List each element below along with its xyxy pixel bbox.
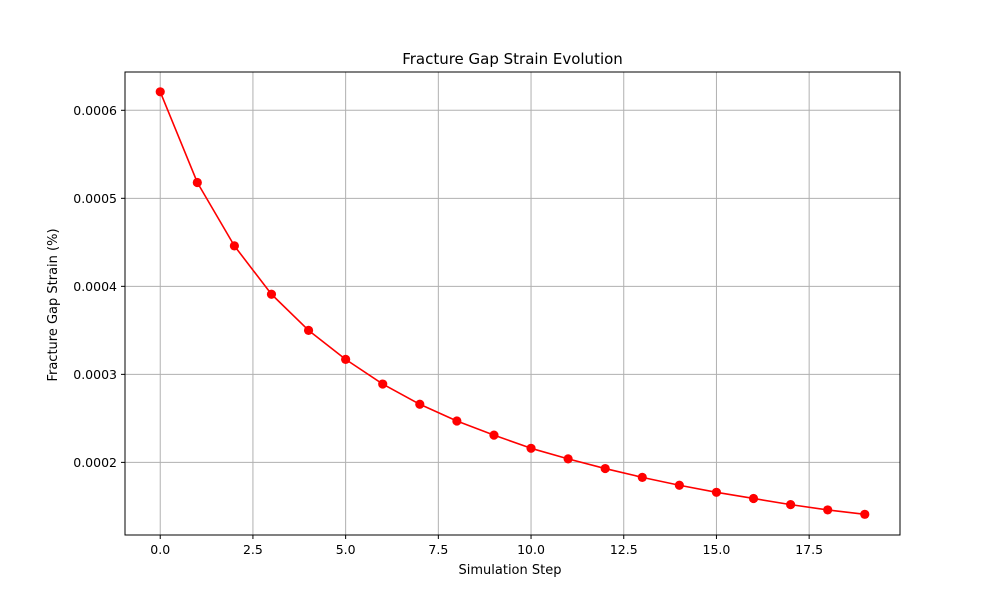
data-point-marker — [378, 379, 388, 389]
data-point-marker — [823, 505, 833, 515]
data-point-marker — [526, 443, 536, 453]
data-point-marker — [748, 493, 759, 504]
data-point-marker — [711, 487, 722, 497]
data-point-marker — [563, 454, 573, 464]
y-tick-label: 0.0003 — [73, 367, 117, 382]
x-tick-label: 15.0 — [703, 542, 731, 557]
y-tick-label: 0.0005 — [73, 191, 117, 206]
data-point-marker — [266, 289, 277, 299]
x-tick-label: 7.5 — [428, 542, 448, 557]
series-markers — [155, 87, 870, 519]
data-point-marker — [415, 399, 425, 409]
x-axis-ticks: 0.0 2.5 5.0 7.5 10.0 12.5 15.0 17.5 — [150, 535, 823, 557]
data-point-marker — [452, 416, 462, 426]
series-polyline — [159, 91, 865, 516]
x-tick-label: 5.0 — [336, 542, 356, 557]
data-point-marker — [155, 87, 165, 97]
grid — [125, 72, 900, 535]
data-point-marker — [341, 354, 351, 364]
data-point-marker — [860, 509, 870, 519]
data-point-marker — [229, 241, 239, 251]
data-point-marker — [489, 430, 499, 440]
series-line — [159, 91, 865, 516]
data-point-marker — [786, 500, 796, 510]
x-tick-label: 12.5 — [610, 542, 638, 557]
x-tick-label: 17.5 — [795, 542, 823, 557]
y-tick-label: 0.0002 — [73, 455, 117, 470]
x-tick-label: 10.0 — [517, 542, 545, 557]
plot-area — [125, 72, 900, 535]
y-tick-label: 0.0006 — [73, 103, 117, 118]
chart-title: Fracture Gap Strain Evolution — [402, 50, 623, 68]
data-point-marker — [637, 472, 647, 482]
x-tick-label: 0.0 — [150, 542, 170, 557]
plot-frame — [124, 71, 901, 536]
y-tick-label: 0.0004 — [73, 279, 117, 294]
y-axis-ticks: 0.0002 0.0003 0.0004 0.0005 0.0006 — [73, 103, 125, 470]
x-axis-label: Simulation Step — [459, 563, 562, 578]
y-axis-label: Fracture Gap Strain (%) — [46, 228, 61, 381]
data-point-marker — [600, 463, 610, 474]
x-tick-label: 2.5 — [243, 542, 263, 557]
data-point-marker — [303, 325, 314, 335]
data-point-marker — [192, 177, 202, 188]
data-point-marker — [674, 480, 684, 490]
